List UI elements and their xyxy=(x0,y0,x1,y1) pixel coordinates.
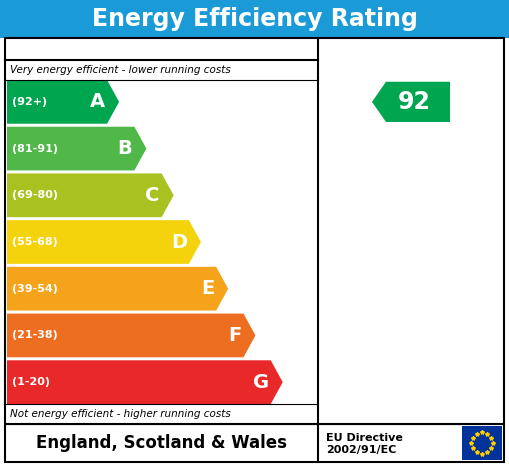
Polygon shape xyxy=(372,82,450,122)
Bar xyxy=(462,426,502,460)
Polygon shape xyxy=(7,80,119,124)
Polygon shape xyxy=(7,313,256,357)
Text: (92+): (92+) xyxy=(12,97,47,107)
Polygon shape xyxy=(7,173,174,217)
Text: (39-54): (39-54) xyxy=(12,284,58,294)
Polygon shape xyxy=(7,220,201,264)
Text: B: B xyxy=(118,139,132,158)
Text: (1-20): (1-20) xyxy=(12,377,50,387)
Text: F: F xyxy=(228,326,241,345)
Text: Not energy efficient - higher running costs: Not energy efficient - higher running co… xyxy=(10,409,231,419)
Text: England, Scotland & Wales: England, Scotland & Wales xyxy=(36,434,287,452)
Text: 92: 92 xyxy=(398,90,431,114)
Text: Energy Efficiency Rating: Energy Efficiency Rating xyxy=(92,7,417,31)
Text: (21-38): (21-38) xyxy=(12,331,58,340)
Text: (81-91): (81-91) xyxy=(12,143,58,154)
Text: (69-80): (69-80) xyxy=(12,190,58,200)
Bar xyxy=(5,38,504,424)
Text: D: D xyxy=(171,233,187,252)
Polygon shape xyxy=(7,267,228,311)
Text: E: E xyxy=(201,279,214,298)
Text: Very energy efficient - lower running costs: Very energy efficient - lower running co… xyxy=(10,65,231,75)
Bar xyxy=(0,0,509,38)
Text: (55-68): (55-68) xyxy=(12,237,58,247)
Text: 2002/91/EC: 2002/91/EC xyxy=(326,445,397,455)
Polygon shape xyxy=(7,127,147,170)
Text: EU Directive: EU Directive xyxy=(326,433,403,443)
Text: C: C xyxy=(145,186,160,205)
Text: G: G xyxy=(252,373,269,392)
Polygon shape xyxy=(7,360,282,404)
Text: A: A xyxy=(90,92,105,111)
Bar xyxy=(5,424,504,462)
